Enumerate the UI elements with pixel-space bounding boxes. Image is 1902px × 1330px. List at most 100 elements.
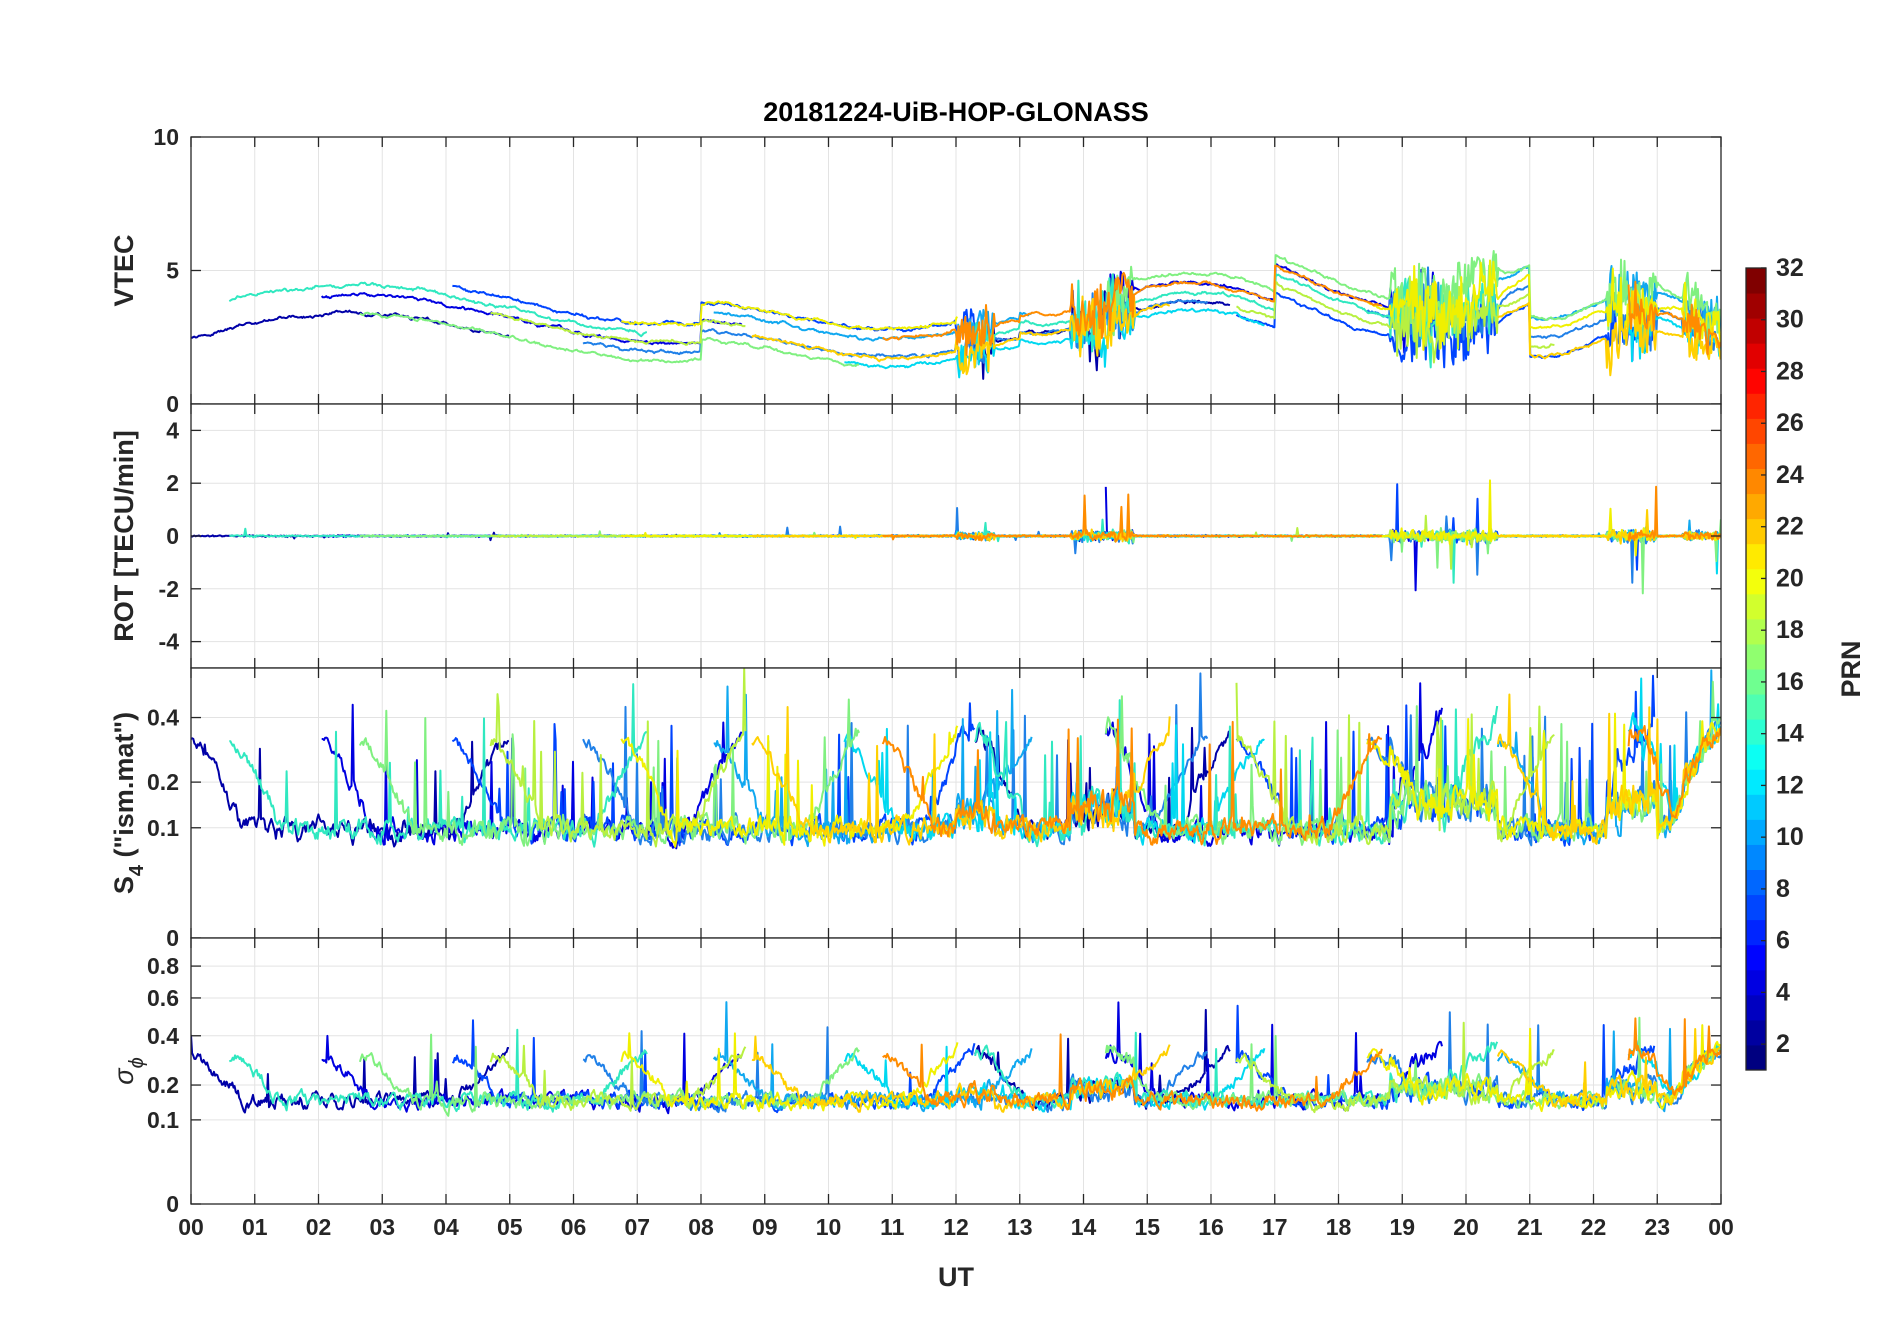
colorbar-segment <box>1746 568 1766 595</box>
x-tick-label: 18 <box>1326 1214 1352 1240</box>
prn-trace <box>882 264 1383 356</box>
x-tick-label: 17 <box>1262 1214 1288 1240</box>
colorbar-segment <box>1746 443 1766 469</box>
colorbar-tick-label: 16 <box>1776 668 1804 696</box>
colorbar-segment <box>1746 318 1766 344</box>
y-tick-label: 2 <box>166 470 179 496</box>
prn-trace <box>751 1035 1171 1113</box>
traces-sigma_phi <box>191 1001 1721 1117</box>
traces-s4 <box>191 668 1721 850</box>
y-tick-label: 0.8 <box>147 953 179 979</box>
y-tick-label: 0 <box>166 523 179 549</box>
prn-trace <box>1497 509 1721 545</box>
colorbar-tick-label: 18 <box>1776 616 1804 644</box>
colorbar-tick-label: 24 <box>1776 461 1804 489</box>
prn-trace <box>620 300 958 331</box>
x-tick-label: 09 <box>752 1214 778 1240</box>
y-tick-label: 0.6 <box>147 985 179 1011</box>
prn-trace <box>1235 682 1555 846</box>
colorbar-segment <box>1746 944 1766 971</box>
colorbar-segment <box>1746 869 1766 896</box>
colorbar-segment <box>1746 393 1766 419</box>
colorbar-segment <box>1746 418 1766 444</box>
panel-rot: -4 -2 0 2 4 ROT [TECU/min] <box>109 403 1722 669</box>
colorbar-segment <box>1746 1019 1766 1046</box>
x-tick-label: 05 <box>497 1214 523 1240</box>
prn-trace <box>844 298 1265 379</box>
colorbar-tick-label: 20 <box>1776 564 1804 592</box>
y-axis-label-vtec: VTEC <box>109 234 139 306</box>
prn-trace <box>489 1044 747 1112</box>
colorbar-segment <box>1746 794 1766 820</box>
x-tick-label: 00 <box>178 1214 204 1240</box>
y-tick-label: 5 <box>166 258 179 284</box>
colorbar-segment <box>1746 669 1766 695</box>
colorbar-tick-label: 32 <box>1776 254 1804 282</box>
colorbar-tick-label: 6 <box>1776 927 1790 955</box>
x-tick-label: 01 <box>242 1214 268 1240</box>
y-axis-label-rot: ROT [TECU/min] <box>109 430 139 641</box>
x-tick-label: 13 <box>1007 1214 1033 1240</box>
x-tick-label: 06 <box>561 1214 587 1240</box>
colorbar-tick-label: 14 <box>1776 720 1804 748</box>
prn-trace <box>881 718 1382 846</box>
colorbar-segment <box>1746 769 1766 795</box>
prn-trace <box>452 284 976 343</box>
x-tick-label: 04 <box>433 1214 459 1240</box>
colorbar-tick-label: 22 <box>1776 513 1804 541</box>
x-tick-label: 23 <box>1644 1214 1670 1240</box>
colorbar-segment <box>1746 493 1766 520</box>
colorbar-segment <box>1746 543 1766 570</box>
x-tick-label: 08 <box>688 1214 714 1240</box>
colorbar-segment <box>1746 894 1766 921</box>
colorbar-frame <box>1745 267 1767 1071</box>
panel-s4: 0 0.1 0.2 0.4S4 ("ism.mat") <box>109 667 1722 951</box>
colorbar-segment <box>1746 643 1766 670</box>
y-tick-label: 0 <box>166 1191 179 1217</box>
colorbar-segment <box>1746 518 1766 545</box>
y-tick-label: 0.2 <box>147 769 179 795</box>
traces-vtec <box>191 250 1721 380</box>
prn-trace <box>1496 693 1721 845</box>
y-tick-label: 0.1 <box>147 1107 179 1133</box>
colorbar-segment <box>1746 468 1766 495</box>
prn-trace <box>228 281 648 338</box>
x-tick-label: 10 <box>816 1214 842 1240</box>
colorbar-segment <box>1746 343 1766 369</box>
colorbar-segment <box>1746 293 1766 319</box>
colorbar-tick-label: 10 <box>1776 823 1804 851</box>
x-tick-label: 22 <box>1581 1214 1607 1240</box>
x-tick-label: 11 <box>880 1214 905 1240</box>
prn-trace <box>1627 485 1721 542</box>
prn-trace <box>1367 259 1721 351</box>
prn-trace <box>1627 280 1721 356</box>
y-axis-label-s4: S4 ("ism.mat") <box>109 712 148 894</box>
x-tick-label: 12 <box>943 1214 969 1240</box>
x-axis-label: UT <box>938 1262 974 1292</box>
panel-sigma_phi: 0 0.1 0.2 0.4 0.6 0.8 σϕ <box>109 937 1722 1217</box>
prn-trace <box>1627 1017 1721 1096</box>
colorbar-segment <box>1746 618 1766 645</box>
y-tick-label: 4 <box>166 417 179 443</box>
x-tick-label: 16 <box>1198 1214 1224 1240</box>
colorbar-segment <box>1746 694 1766 720</box>
prn-trace <box>1627 725 1721 819</box>
traces-rot <box>191 479 1721 595</box>
prn-trace <box>751 292 1170 376</box>
y-tick-label: 0 <box>166 391 179 417</box>
colorbar-tick-label: 2 <box>1776 1030 1790 1058</box>
colorbar-segment <box>1746 994 1766 1021</box>
y-tick-label: 0.4 <box>147 705 179 731</box>
y-tick-label: 0.2 <box>147 1072 179 1098</box>
colorbar-tick-label: 30 <box>1776 306 1804 334</box>
x-tick-label: 07 <box>624 1214 650 1240</box>
prn-trace <box>882 1033 1383 1112</box>
colorbar-tick-label: 12 <box>1776 771 1804 799</box>
prn-trace <box>713 308 1033 346</box>
prn-trace <box>358 698 861 847</box>
colorbar-segment <box>1746 969 1766 996</box>
prn-trace <box>359 311 860 367</box>
colorbar-tick-label: 4 <box>1776 978 1790 1006</box>
